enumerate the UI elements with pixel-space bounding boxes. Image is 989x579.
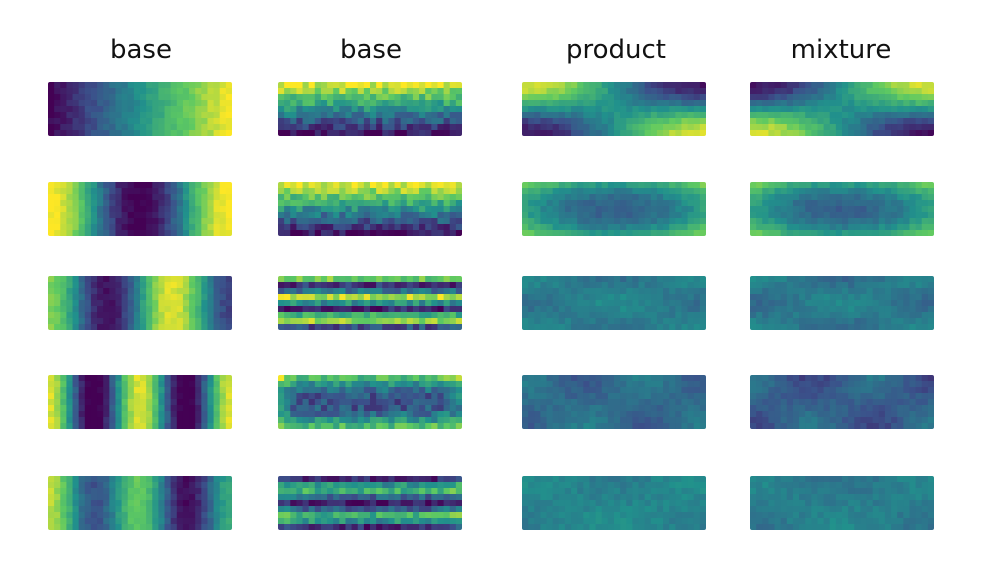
- field-panel-r2-c2: [278, 182, 462, 236]
- field-plot: [48, 182, 232, 236]
- field-plot: [48, 276, 232, 330]
- field-panel-r3-c3: [522, 276, 706, 330]
- field-plot: [750, 182, 934, 236]
- field-panel-r2-c4: [750, 182, 934, 236]
- column-title-3: product: [565, 35, 666, 65]
- field-plot: [522, 375, 706, 429]
- field-plot: [750, 82, 934, 136]
- field-plot: [522, 476, 706, 530]
- field-plot: [750, 276, 934, 330]
- field-panel-r4-c2: [278, 375, 462, 429]
- field-plot: [48, 476, 232, 530]
- field-panel-r3-c2: [278, 276, 462, 330]
- field-panel-r1-c1: [48, 82, 232, 136]
- field-panel-r1-c2: [278, 82, 462, 136]
- field-plot: [278, 82, 462, 136]
- field-panel-r3-c4: [750, 276, 934, 330]
- field-panel-r4-c4: [750, 375, 934, 429]
- field-panel-r5-c3: [522, 476, 706, 530]
- field-plot: [522, 82, 706, 136]
- field-plot: [48, 82, 232, 136]
- field-panel-r2-c1: [48, 182, 232, 236]
- field-plot: [278, 476, 462, 530]
- field-plot: [278, 182, 462, 236]
- column-title-2: base: [340, 35, 402, 65]
- field-panel-r1-c4: [750, 82, 934, 136]
- field-panel-r1-c3: [522, 82, 706, 136]
- field-panel-r5-c1: [48, 476, 232, 530]
- field-panel-r3-c1: [48, 276, 232, 330]
- field-plot: [522, 182, 706, 236]
- field-panel-r4-c3: [522, 375, 706, 429]
- field-panel-r5-c4: [750, 476, 934, 530]
- field-panel-r4-c1: [48, 375, 232, 429]
- column-title-4: mixture: [790, 35, 892, 65]
- field-plot: [750, 476, 934, 530]
- field-plot: [278, 276, 462, 330]
- field-panel-r5-c2: [278, 476, 462, 530]
- field-panel-r2-c3: [522, 182, 706, 236]
- field-plot: [522, 276, 706, 330]
- field-plot: [278, 375, 462, 429]
- field-plot: [48, 375, 232, 429]
- column-title-1: base: [110, 35, 172, 65]
- field-plot: [750, 375, 934, 429]
